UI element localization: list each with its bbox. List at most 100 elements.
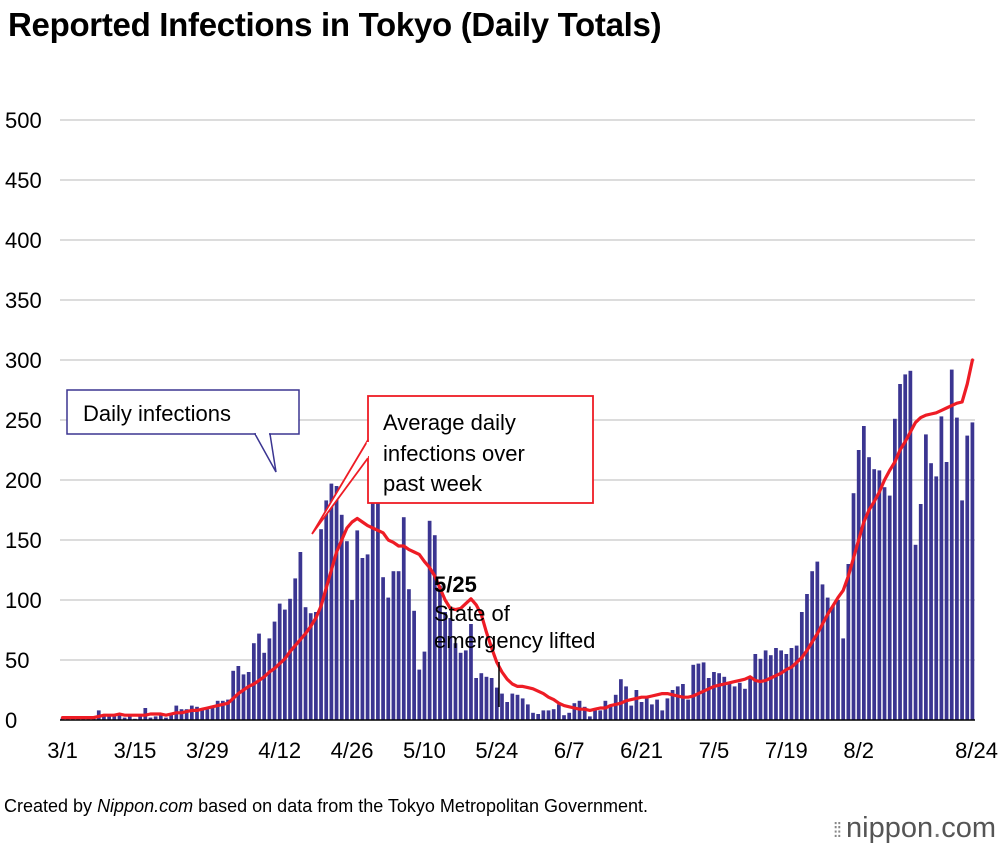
source-note-post: based on data from the Tokyo Metropolita… [193,796,649,816]
bar [401,517,406,720]
bar [324,500,329,720]
x-tick-label: 5/24 [475,738,518,763]
bar [660,710,665,720]
bar [784,654,789,720]
bar [655,699,659,720]
bar [102,714,106,720]
bar [805,594,809,720]
event-text-line-1: State of [434,601,511,626]
bar [918,504,923,720]
bar [314,612,318,720]
bar [960,500,964,720]
bar [717,673,721,720]
bar [127,714,132,720]
bar [779,650,783,720]
bar [525,704,530,720]
bar [205,709,210,720]
bar [851,493,856,720]
bar [458,652,463,720]
bar [360,558,365,720]
bar [355,530,360,720]
bar [789,648,794,720]
bar [893,418,897,720]
bar [768,655,773,720]
bar [288,598,292,720]
y-tick-label: 50 [5,648,29,673]
brand-mark-icon: ⁞⁞ [832,820,842,842]
source-note-pre: Created by [4,796,98,816]
bar [737,682,742,720]
bar [412,610,416,720]
bar [965,435,970,720]
x-tick-label: 7/5 [699,738,730,763]
x-tick-label: 6/21 [620,738,663,763]
bar [846,564,851,720]
bar [153,716,158,720]
bar [148,717,153,720]
bar [200,708,205,720]
bar [469,624,473,720]
bar [427,520,432,720]
bar [298,552,303,720]
bar [944,462,949,720]
bar [386,597,391,720]
bar [329,483,334,720]
bar [598,710,603,720]
bar [841,638,846,720]
daily-callout-text: Daily infections [83,401,231,426]
bar [794,645,799,720]
bar [350,600,354,720]
bar [231,670,236,720]
bar [856,450,861,720]
average-callout-pointer [311,439,369,535]
bar [262,652,267,720]
bar [949,369,954,720]
bar [463,650,468,720]
bar [681,684,685,720]
grid-lines [60,119,975,661]
y-tick-label: 250 [5,408,42,433]
bar [500,693,504,720]
bar [158,715,163,720]
bar [882,487,887,720]
brand-name: nippon [846,812,934,844]
brand-tld: com [941,812,996,844]
bar [293,578,298,720]
y-tick-label: 100 [5,588,42,613]
bar [670,690,675,720]
bar [955,417,959,720]
y-tick-label: 500 [5,108,42,133]
bar [220,700,225,720]
bar [903,374,908,720]
bar [308,613,313,720]
bar [246,672,251,720]
bar [117,715,122,720]
y-tick-label: 0 [5,708,17,733]
bar [665,698,670,720]
bar [546,710,551,720]
bar [556,704,561,720]
bar [825,597,830,720]
bar [438,585,442,720]
x-tick-label: 3/15 [114,738,157,763]
bar [138,716,142,720]
bar [686,699,690,720]
bar [748,676,752,720]
average-callout-line-3: past week [383,471,483,496]
y-tick-label: 300 [5,348,42,373]
bar [908,370,913,720]
event-date-label: 5/25 [434,572,477,597]
bar [644,696,649,720]
average-callout-box [367,395,594,504]
x-tick-label: 8/24 [955,738,998,763]
bar [448,618,453,720]
bar [376,496,380,720]
brand-dot: . [933,812,942,844]
source-note: Created by Nippon.com based on data from… [4,794,764,818]
daily-callout-box [66,389,300,435]
bar [650,704,654,720]
bar [675,686,680,720]
bar [112,716,117,720]
x-tick-label: 3/29 [186,738,229,763]
bar [613,694,618,720]
